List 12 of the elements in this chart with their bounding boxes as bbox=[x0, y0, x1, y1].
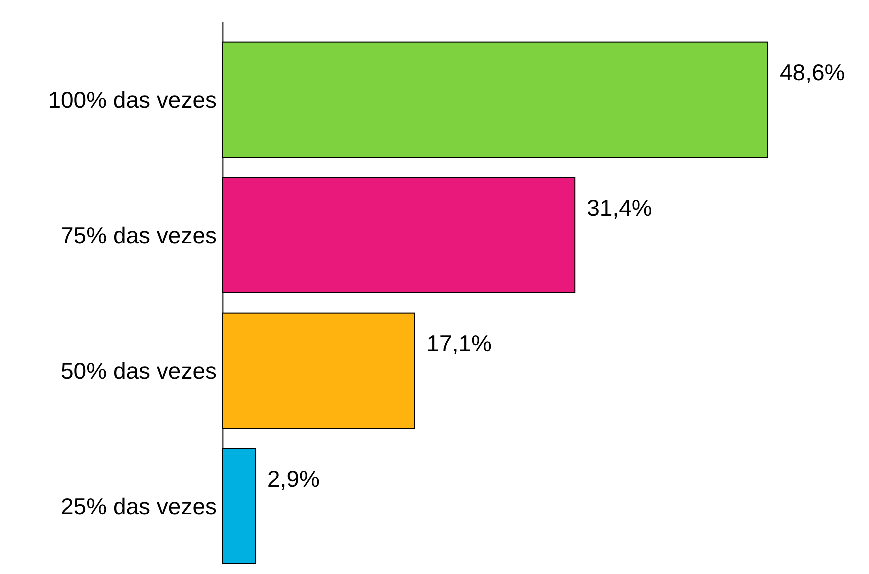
bar bbox=[222, 42, 768, 158]
bar bbox=[222, 177, 576, 294]
y-tick-label: 25% das vezes bbox=[61, 493, 217, 520]
y-tick-label: 50% das vezes bbox=[61, 358, 217, 384]
bar bbox=[222, 448, 256, 564]
data-label: 48,6% bbox=[780, 59, 846, 86]
y-tick-label: 75% das vezes bbox=[61, 222, 217, 248]
data-label: 17,1% bbox=[426, 330, 492, 356]
y-tick-label: 100% das vezes bbox=[48, 86, 217, 113]
data-label: 31,4% bbox=[587, 194, 652, 221]
data-label: 2,9% bbox=[268, 466, 320, 492]
bar bbox=[222, 312, 416, 429]
